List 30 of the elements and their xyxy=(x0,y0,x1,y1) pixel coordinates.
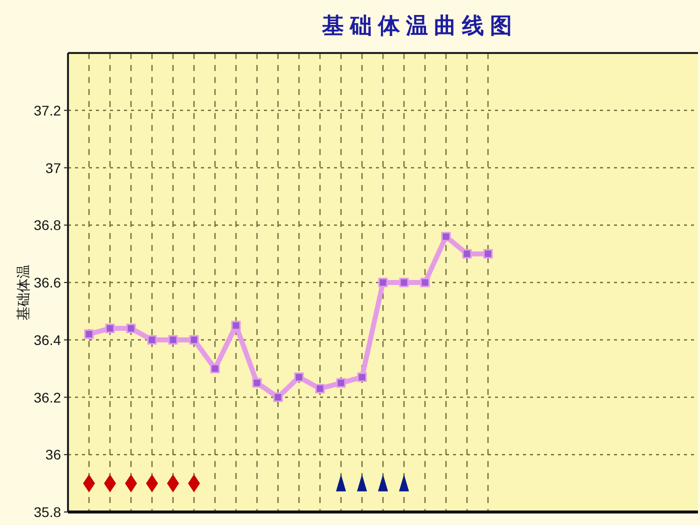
point xyxy=(420,278,430,288)
point xyxy=(273,392,283,402)
point xyxy=(210,364,220,374)
point xyxy=(483,249,493,259)
point xyxy=(231,320,241,330)
point xyxy=(315,384,325,394)
y-tick-label: 37.2 xyxy=(34,102,62,118)
y-tick-label: 36 xyxy=(45,446,62,463)
point xyxy=(147,335,157,345)
point xyxy=(336,378,346,388)
point xyxy=(378,278,388,288)
point xyxy=(252,378,262,388)
point xyxy=(441,232,451,242)
chart-title: 基础体温曲线图 xyxy=(321,14,518,39)
point xyxy=(357,372,367,382)
point xyxy=(399,278,409,288)
point xyxy=(126,324,136,334)
y-tick-label: 37 xyxy=(45,160,62,176)
y-tick-label: 36.4 xyxy=(34,332,62,348)
y-tick-label: 36.2 xyxy=(34,389,62,406)
point xyxy=(84,329,94,339)
point xyxy=(105,324,115,334)
point xyxy=(462,249,472,259)
point xyxy=(168,335,178,345)
y-axis-title: 基础体温 xyxy=(16,264,32,320)
point xyxy=(189,335,199,345)
y-tick-label: 36.8 xyxy=(34,217,62,234)
y-tick-label: 35.8 xyxy=(34,504,62,520)
point xyxy=(294,372,304,382)
y-tick-label: 36.6 xyxy=(34,274,62,290)
